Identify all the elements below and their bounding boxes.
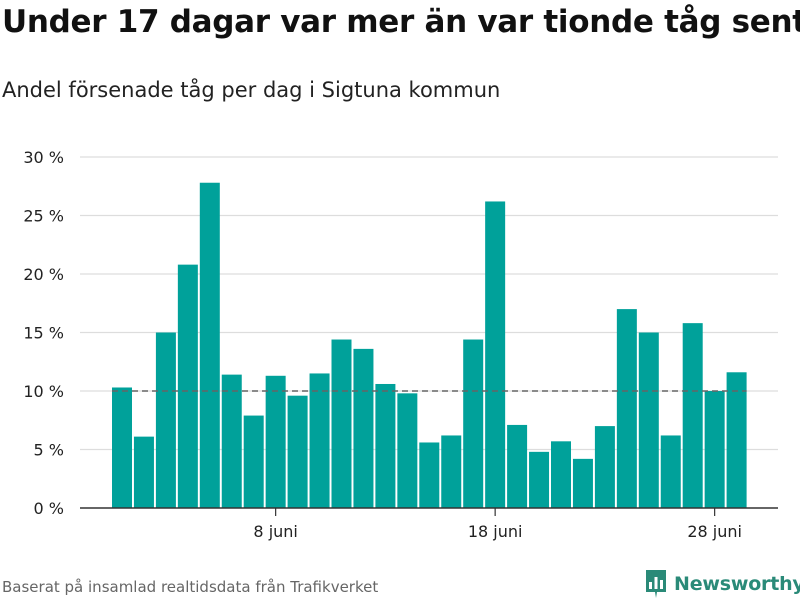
bars — [112, 182, 747, 509]
x-tick-label: 8 juni — [253, 522, 297, 541]
bar — [133, 436, 154, 508]
bar — [682, 323, 703, 508]
bar — [551, 441, 571, 508]
bar — [243, 415, 264, 508]
bar — [616, 309, 637, 508]
chart-title: Under 17 dagar var mer än var tionde tåg… — [2, 4, 800, 40]
bar — [353, 348, 374, 508]
bar — [112, 387, 132, 508]
bar — [704, 391, 725, 508]
x-tick-label: 18 juni — [468, 522, 523, 541]
bar — [155, 332, 176, 508]
y-tick-label: 25 % — [23, 207, 64, 226]
y-tick-label: 15 % — [23, 324, 64, 343]
bar — [177, 264, 198, 508]
y-tick-label: 10 % — [23, 382, 64, 401]
bar — [331, 339, 352, 508]
bar — [419, 442, 440, 508]
y-tick-label: 30 % — [23, 148, 64, 167]
bar — [485, 201, 506, 508]
bar — [726, 372, 747, 508]
y-tick-label: 0 % — [34, 499, 64, 518]
bar — [397, 393, 418, 508]
brand: Newsworthy — [644, 568, 800, 600]
bar — [441, 435, 462, 508]
brand-name: Newsworthy — [674, 573, 800, 595]
bar — [309, 373, 330, 508]
bar — [287, 395, 308, 508]
bar — [594, 426, 615, 508]
bar — [572, 458, 593, 508]
bar — [638, 332, 659, 508]
bar — [375, 383, 396, 508]
axes: 0 % 5 % 10 % 15 % 20 % 25 % 30 % 8 juni 18 juni 2… — [23, 148, 778, 541]
bar — [529, 451, 550, 508]
newsworthy-logo-icon — [646, 570, 666, 598]
bar — [265, 375, 286, 508]
x-tick-label: 28 juni — [687, 522, 742, 541]
bar — [507, 424, 528, 508]
source-note: Baserat på insamlad realtidsdata från Tr… — [2, 578, 379, 596]
bar — [221, 374, 242, 508]
y-tick-label: 20 % — [23, 265, 64, 284]
bar-chart: 0 % 5 % 10 % 15 % 20 % 25 % 30 % 8 juni 18 juni 2… — [23, 148, 778, 541]
bar — [199, 182, 220, 509]
bar — [660, 435, 681, 508]
y-tick-label: 5 % — [34, 441, 64, 460]
bar — [463, 339, 484, 508]
chart-subtitle: Andel försenade tåg per dag i Sigtuna ko… — [2, 78, 501, 102]
